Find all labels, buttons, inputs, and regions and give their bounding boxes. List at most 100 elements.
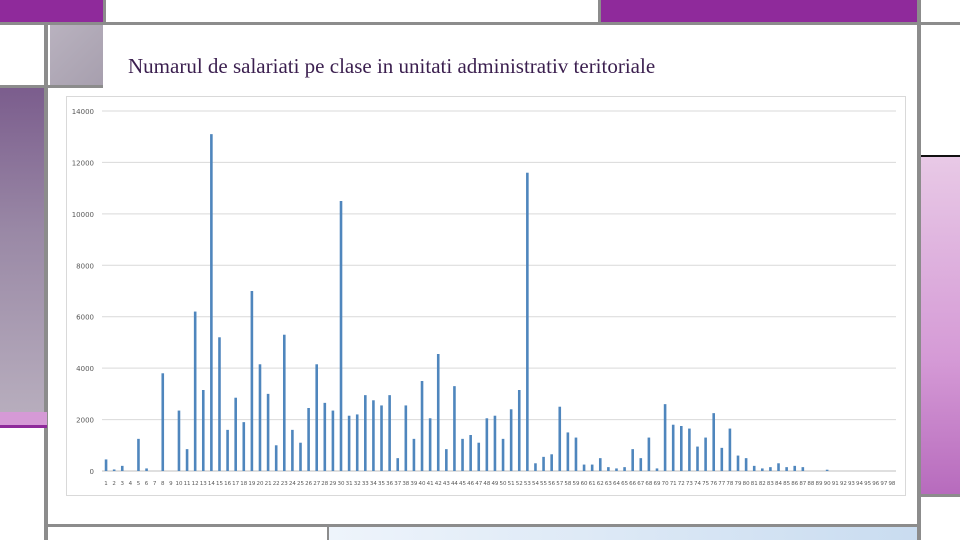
- bar: [671, 424, 675, 471]
- bar: [493, 415, 497, 471]
- bar: [234, 397, 237, 471]
- bar: [509, 409, 513, 471]
- x-tick-label: 5: [137, 481, 141, 487]
- bar: [615, 468, 618, 471]
- y-tick-label: 0: [90, 468, 94, 476]
- x-tick-label: 61: [589, 481, 596, 487]
- x-tick-label: 24: [289, 481, 296, 487]
- bar: [266, 393, 270, 471]
- x-tick-label: 15: [216, 481, 223, 487]
- bar: [639, 458, 643, 471]
- x-tick-label: 89: [816, 481, 823, 487]
- x-tick-label: 27: [313, 481, 320, 487]
- x-tick-label: 30: [338, 481, 345, 487]
- bar: [380, 405, 383, 471]
- bar: [566, 432, 570, 471]
- x-tick-label: 29: [329, 481, 336, 487]
- bar: [688, 428, 691, 471]
- x-tick-label: 43: [443, 481, 450, 487]
- x-tick-label: 71: [670, 481, 677, 487]
- x-tick-label: 92: [840, 481, 847, 487]
- x-tick-label: 77: [718, 481, 725, 487]
- left-frame-line-top: [0, 85, 103, 88]
- x-tick-label: 74: [694, 481, 701, 487]
- x-tick-label: 52: [516, 481, 523, 487]
- x-tick-label: 7: [153, 481, 157, 487]
- x-tick-label: 58: [564, 481, 571, 487]
- x-tick-label: 79: [735, 481, 742, 487]
- bar: [728, 428, 732, 471]
- x-tick-label: 59: [572, 481, 579, 487]
- bar: [258, 364, 262, 471]
- x-tick-label: 51: [508, 481, 515, 487]
- bar: [201, 390, 205, 471]
- x-tick-label: 44: [451, 481, 458, 487]
- x-tick-label: 75: [702, 481, 709, 487]
- x-tick-label: 46: [467, 481, 474, 487]
- bar: [720, 447, 724, 471]
- x-tick-label: 97: [880, 481, 887, 487]
- bar: [177, 410, 181, 471]
- y-tick-label: 12000: [72, 159, 94, 167]
- bar: [339, 201, 343, 471]
- x-tick-label: 82: [759, 481, 766, 487]
- left-accent-purple-bar: [0, 425, 47, 428]
- x-tick-label: 50: [500, 481, 507, 487]
- x-tick-label: 1: [104, 481, 108, 487]
- bar: [574, 437, 578, 471]
- x-tick-label: 98: [888, 481, 895, 487]
- x-tick-label: 26: [305, 481, 312, 487]
- top-divider-2: [598, 0, 601, 25]
- x-tick-label: 23: [281, 481, 288, 487]
- x-tick-label: 65: [621, 481, 628, 487]
- bar: [291, 429, 294, 471]
- bar: [712, 413, 716, 471]
- x-tick-label: 17: [232, 481, 239, 487]
- bar: [501, 438, 505, 471]
- bar: [274, 445, 278, 471]
- x-tick-label: 34: [370, 481, 377, 487]
- y-tick-label: 4000: [76, 365, 94, 373]
- bar: [469, 435, 472, 471]
- x-tick-label: 94: [856, 481, 863, 487]
- x-tick-label: 53: [524, 481, 531, 487]
- bar: [631, 449, 634, 471]
- bar: [218, 337, 221, 471]
- x-tick-label: 32: [354, 481, 361, 487]
- left-frame-line-outer: [44, 25, 48, 540]
- x-tick-label: 80: [743, 481, 750, 487]
- bar: [607, 467, 610, 471]
- x-tick-label: 64: [613, 481, 620, 487]
- x-tick-label: 57: [556, 481, 563, 487]
- x-tick-label: 33: [362, 481, 369, 487]
- x-tick-label: 9: [169, 481, 173, 487]
- bar: [404, 405, 408, 471]
- x-tick-label: 81: [751, 481, 758, 487]
- bar: [769, 467, 772, 471]
- bar: [112, 469, 116, 471]
- x-tick-label: 21: [265, 481, 272, 487]
- left-gray-square: [50, 25, 103, 85]
- x-tick-label: 76: [710, 481, 717, 487]
- bar: [696, 446, 699, 471]
- x-tick-label: 18: [240, 481, 247, 487]
- bar: [331, 410, 335, 471]
- bottom-divider: [327, 527, 329, 540]
- x-tick-label: 36: [386, 481, 393, 487]
- x-tick-label: 91: [832, 481, 839, 487]
- x-tick-label: 88: [807, 481, 814, 487]
- x-tick-label: 69: [653, 481, 660, 487]
- right-pink-panel: [921, 157, 960, 494]
- x-tick-label: 60: [581, 481, 588, 487]
- bar: [761, 468, 764, 471]
- x-tick-label: 37: [394, 481, 401, 487]
- top-divider-3: [917, 0, 921, 540]
- x-tick-label: 40: [419, 481, 426, 487]
- x-tick-label: 13: [200, 481, 207, 487]
- bar: [145, 468, 148, 471]
- bar: [161, 373, 165, 471]
- x-tick-label: 28: [321, 481, 328, 487]
- top-frame-line: [0, 22, 960, 25]
- bar: [226, 429, 229, 471]
- bar: [825, 469, 829, 471]
